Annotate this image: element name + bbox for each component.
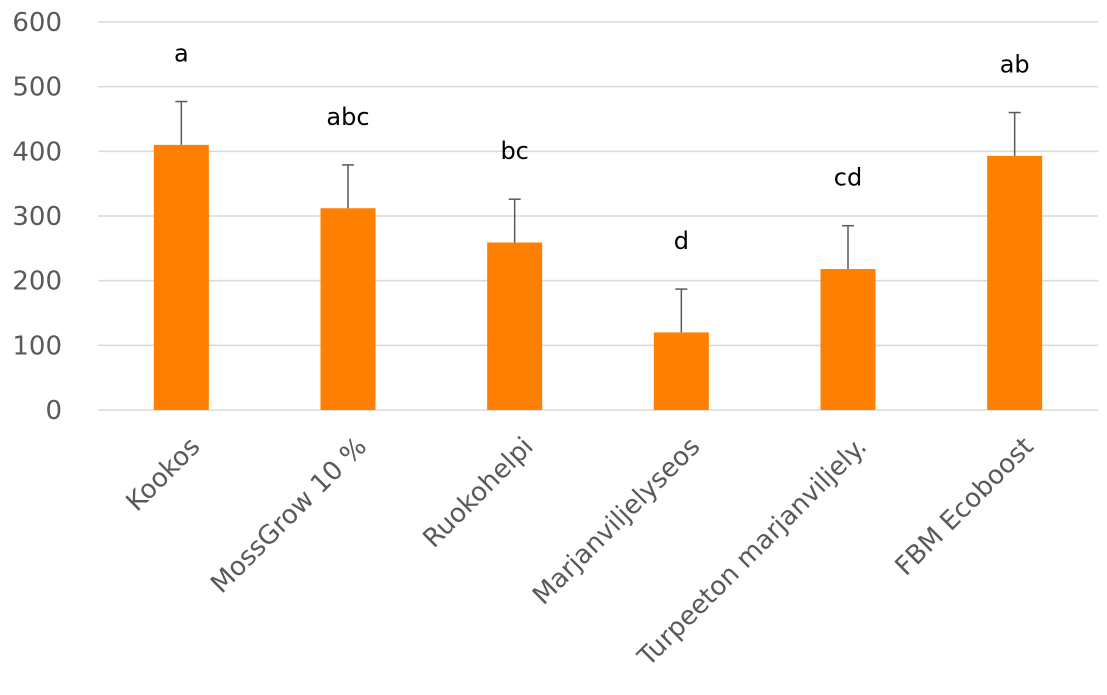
significance-letter: abc <box>326 103 369 131</box>
significance-letter: d <box>674 227 689 255</box>
y-tick-label: 400 <box>12 137 62 167</box>
bar <box>487 242 543 410</box>
significance-letters: a abc bc d cd ab <box>174 40 1030 256</box>
x-tick-label: Marjanviljelyseos <box>527 432 706 611</box>
error-bar <box>508 198 521 243</box>
significance-letter: cd <box>834 164 862 192</box>
error-bar <box>342 164 354 209</box>
x-tick-label: Kookos <box>121 432 207 518</box>
bars <box>153 144 1043 410</box>
bar <box>653 332 709 410</box>
error-bar <box>175 100 188 145</box>
bar <box>320 208 376 410</box>
y-tick-label: 0 <box>45 396 62 426</box>
x-tick-label: Ruokohelpi <box>417 432 539 554</box>
error-bar <box>1008 111 1021 156</box>
y-axis-ticks: 0 100 200 300 400 500 600 <box>12 8 62 426</box>
significance-letter: ab <box>1000 51 1030 79</box>
y-tick-label: 300 <box>12 202 62 232</box>
error-bar <box>842 224 854 270</box>
significance-letter: bc <box>500 137 528 165</box>
y-tick-label: 200 <box>12 267 62 297</box>
gridlines <box>98 21 1098 411</box>
y-tick-label: 100 <box>12 331 62 361</box>
error-bar <box>675 288 688 333</box>
bar <box>987 155 1043 410</box>
x-tick-label: FBM Ecoboost <box>890 432 1040 582</box>
bar <box>153 144 209 410</box>
bar <box>820 269 876 410</box>
y-tick-label: 500 <box>12 73 62 103</box>
significance-letter: a <box>174 40 189 68</box>
y-tick-label: 600 <box>12 8 62 38</box>
x-tick-label: MossGrow 10 % <box>205 432 373 600</box>
error-bars <box>175 100 1021 333</box>
